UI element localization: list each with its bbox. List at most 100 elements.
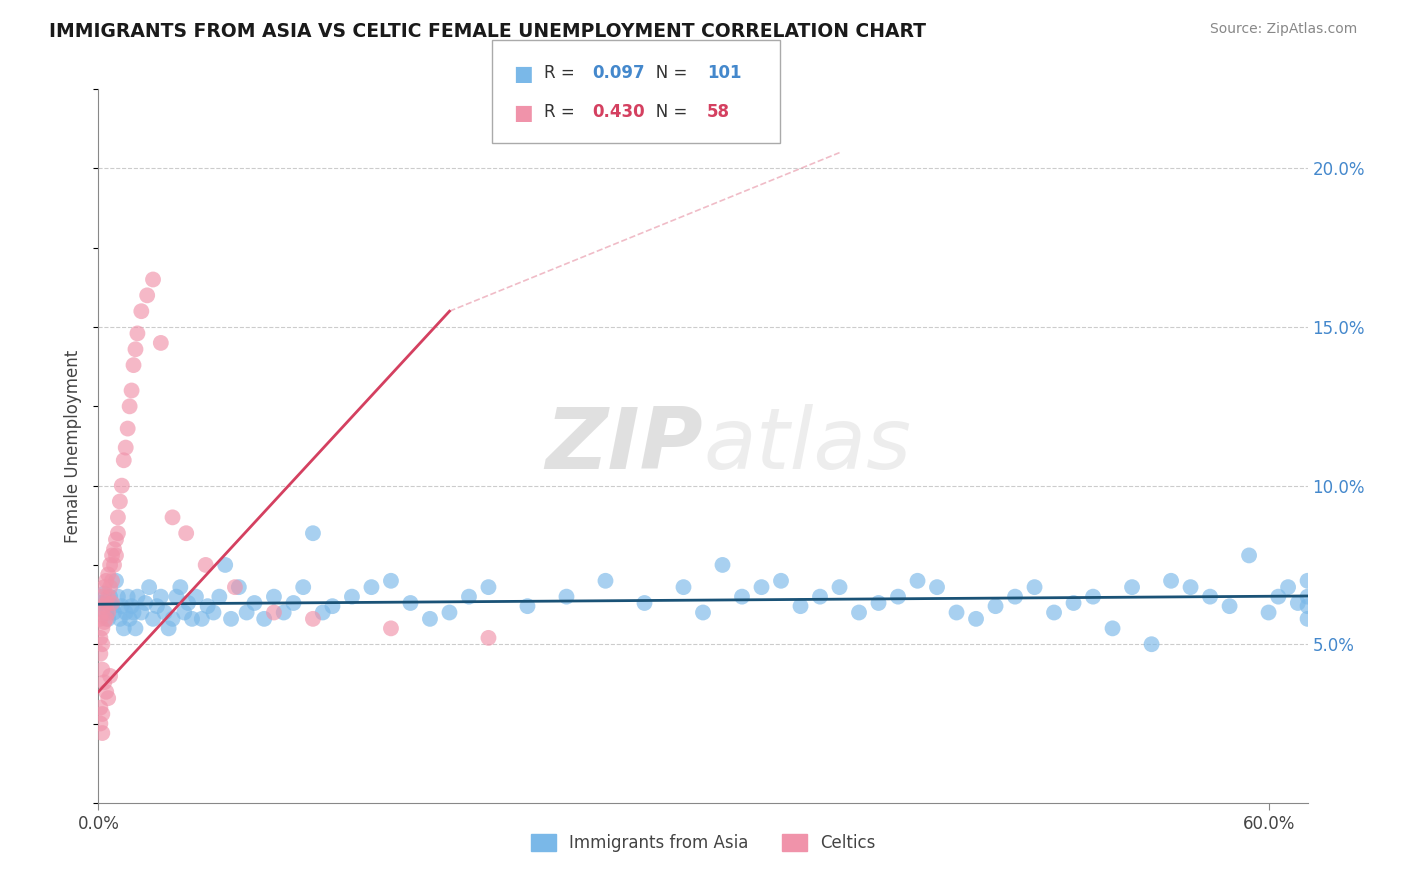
Point xyxy=(108,612,131,626)
Point xyxy=(96,612,118,626)
Point xyxy=(633,596,655,610)
Point xyxy=(91,663,114,677)
Point xyxy=(965,612,987,626)
Point xyxy=(848,606,870,620)
Point xyxy=(711,558,734,572)
Point xyxy=(202,606,225,620)
Point xyxy=(153,606,176,620)
Point xyxy=(292,580,315,594)
Point xyxy=(1277,580,1299,594)
Point xyxy=(97,691,120,706)
Point xyxy=(283,596,305,610)
Point xyxy=(117,421,139,435)
Point xyxy=(789,599,811,614)
Point xyxy=(121,384,143,398)
Point xyxy=(235,606,257,620)
Point xyxy=(96,606,118,620)
Point xyxy=(112,621,135,635)
Point xyxy=(692,606,714,620)
Text: atlas: atlas xyxy=(703,404,911,488)
Point xyxy=(108,494,131,508)
Point xyxy=(169,580,191,594)
Point xyxy=(516,599,538,614)
Point xyxy=(98,590,121,604)
Point xyxy=(93,675,115,690)
Point xyxy=(157,621,180,635)
Point xyxy=(124,343,146,357)
Text: N =: N = xyxy=(640,103,692,120)
Point xyxy=(138,580,160,594)
Point xyxy=(142,612,165,626)
Point xyxy=(103,558,125,572)
Point xyxy=(111,478,134,492)
Point xyxy=(131,606,153,620)
Point xyxy=(399,596,422,610)
Point xyxy=(769,574,792,588)
Point xyxy=(112,453,135,467)
Point xyxy=(114,606,136,620)
Point xyxy=(458,590,481,604)
Point xyxy=(91,590,114,604)
Point xyxy=(121,599,143,614)
Point xyxy=(243,596,266,610)
Text: 0.430: 0.430 xyxy=(592,103,644,120)
Point xyxy=(868,596,890,610)
Point xyxy=(101,596,124,610)
Point xyxy=(124,621,146,635)
Point xyxy=(173,606,195,620)
Point xyxy=(98,580,121,594)
Point xyxy=(122,606,145,620)
Point xyxy=(214,558,236,572)
Point xyxy=(1121,580,1143,594)
Point xyxy=(340,590,363,604)
Point xyxy=(191,612,214,626)
Point xyxy=(253,612,276,626)
Text: R =: R = xyxy=(544,103,581,120)
Point xyxy=(93,580,115,594)
Point xyxy=(97,612,120,626)
Point xyxy=(96,685,118,699)
Point xyxy=(1286,596,1309,610)
Point xyxy=(149,335,172,350)
Point xyxy=(98,669,121,683)
Point xyxy=(312,606,335,620)
Point xyxy=(103,542,125,557)
Point xyxy=(1081,590,1104,604)
Point xyxy=(360,580,382,594)
Point xyxy=(925,580,948,594)
Point xyxy=(107,590,129,604)
Point xyxy=(89,647,111,661)
Text: N =: N = xyxy=(640,64,692,82)
Legend: Immigrants from Asia, Celtics: Immigrants from Asia, Celtics xyxy=(524,827,882,859)
Point xyxy=(101,574,124,588)
Point xyxy=(1063,596,1085,610)
Point xyxy=(174,526,197,541)
Point xyxy=(1296,574,1319,588)
Point xyxy=(91,726,114,740)
Text: 0.097: 0.097 xyxy=(592,64,644,82)
Point xyxy=(555,590,578,604)
Point xyxy=(91,606,114,620)
Point xyxy=(828,580,851,594)
Point xyxy=(439,606,461,620)
Point xyxy=(136,288,159,302)
Point xyxy=(118,400,141,414)
Point xyxy=(263,590,285,604)
Point xyxy=(101,599,124,614)
Point xyxy=(89,631,111,645)
Point xyxy=(321,599,343,614)
Point xyxy=(93,586,115,600)
Y-axis label: Female Unemployment: Female Unemployment xyxy=(65,350,83,542)
Point xyxy=(149,590,172,604)
Point xyxy=(419,612,441,626)
Point xyxy=(197,599,219,614)
Point xyxy=(91,637,114,651)
Point xyxy=(89,612,111,626)
Point xyxy=(194,558,217,572)
Point xyxy=(91,621,114,635)
Point xyxy=(114,441,136,455)
Text: ■: ■ xyxy=(513,103,533,122)
Point xyxy=(808,590,831,604)
Point xyxy=(595,574,617,588)
Point xyxy=(93,615,115,629)
